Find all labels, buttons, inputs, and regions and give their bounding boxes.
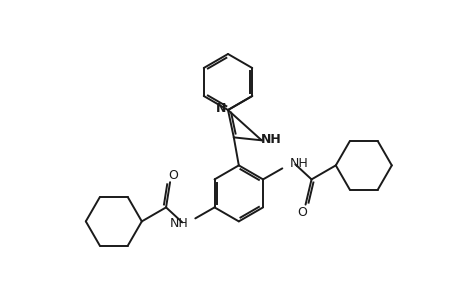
Text: NH: NH	[289, 157, 308, 170]
Text: O: O	[297, 206, 307, 219]
Text: NH: NH	[261, 133, 281, 146]
Text: NH: NH	[169, 217, 188, 230]
Text: N: N	[215, 103, 226, 116]
Text: O: O	[168, 169, 178, 182]
